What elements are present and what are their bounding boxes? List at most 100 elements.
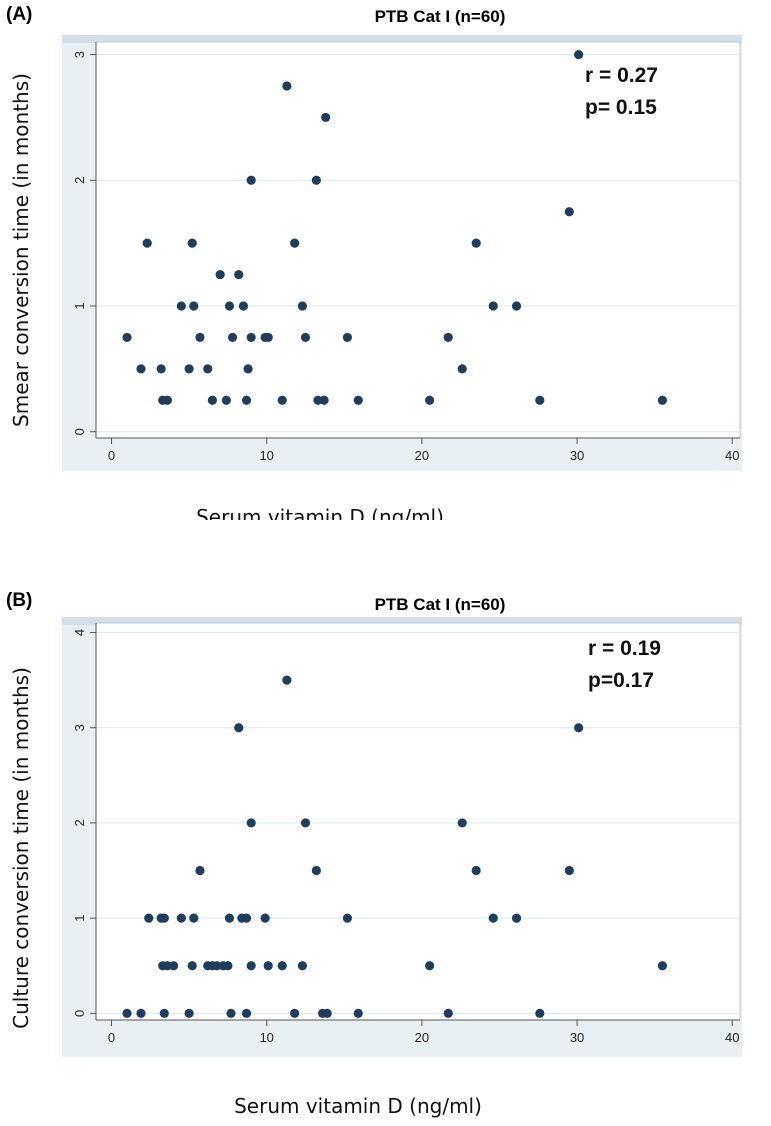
panel-a-label: (A) (6, 4, 33, 25)
panel-b-data-point (443, 1008, 453, 1018)
panel-a-data-point (290, 238, 300, 248)
panel-a-data-point (136, 364, 146, 374)
panel-a-data-point (246, 332, 256, 343)
panel-b-data-point (195, 865, 205, 876)
panel-b-data-point (260, 913, 270, 923)
panel-b-y-tick-label: 0 (72, 1010, 87, 1017)
panel-a-plot-area (95, 41, 741, 439)
panel-a-data-point (176, 301, 186, 311)
panel-b-data-point (241, 1008, 252, 1018)
panel-a-data-point (425, 395, 435, 405)
panel-a-data-point (207, 395, 217, 405)
panel-b-data-point (246, 961, 256, 971)
panel-a-data-point (282, 81, 292, 91)
panel-b-y-tick-label: 2 (72, 819, 87, 826)
panel-b-stat-annotation: r = 0.19 (588, 637, 661, 660)
panel-b-data-point (176, 913, 186, 923)
panel-a-title-band (62, 35, 742, 43)
panel-b-x-tick-label: 30 (570, 1030, 584, 1045)
panel-a-data-point (189, 301, 199, 311)
panel-a-chart-title: PTB Cat I (n=60) (375, 7, 506, 26)
panel-a-stat-annotation: p= 0.15 (585, 96, 657, 119)
panel-a-data-point (156, 364, 166, 374)
panel-b-x-tick-label: 40 (725, 1030, 739, 1045)
panel-a-x-axis-title: Serum vitamin D (ng/ml) (196, 505, 444, 520)
panel-b-data-point (574, 723, 584, 733)
panel-b-x-tick-label: 20 (415, 1030, 429, 1045)
panel-b-data-point (226, 1008, 236, 1018)
panel-a-data-point (187, 238, 197, 248)
panel-a-data-point (221, 395, 231, 405)
panel-a-data-point (311, 175, 321, 185)
panel-b-data-point (234, 723, 244, 733)
panel-b-data-point (246, 818, 256, 828)
panel-b-y-tick-label: 3 (72, 724, 87, 731)
panel-a-data-point (353, 395, 363, 405)
panel-b-data-point (300, 818, 311, 828)
panel-a-data-point (511, 301, 522, 311)
panel-a-data-point (184, 364, 194, 374)
panel-b-data-point (189, 913, 199, 923)
panel-b-data-point (223, 961, 233, 971)
panel-a-data-point (457, 364, 467, 374)
panel-b-title-band (62, 617, 742, 625)
panel-b-plot-area (95, 622, 741, 1021)
panel-a-data-point (243, 364, 253, 374)
panel-b-data-point (353, 1008, 363, 1018)
panel-a-y-tick-label: 3 (72, 51, 87, 58)
panel-a-x-tick-label: 20 (415, 448, 429, 463)
panel-b-data-point (511, 913, 522, 923)
panel-a-y-axis-title: Smear conversion time (in months) (9, 73, 33, 427)
panel-b-data-point (471, 865, 481, 876)
panel-b-data-point (122, 1008, 132, 1018)
panel-b-data-point (311, 865, 321, 876)
panel-a-data-point (241, 395, 252, 405)
panel-a-data-point (535, 395, 545, 405)
panel-a-data-point (238, 301, 249, 311)
panel-a-y-tick-label: 0 (72, 428, 87, 435)
panel-b-chart-title: PTB Cat I (n=60) (375, 595, 506, 614)
panel-b-data-point (564, 865, 574, 876)
panel-b-data-point (241, 913, 252, 923)
panel-a-data-point (297, 301, 307, 311)
panel-b-label: (B) (6, 590, 33, 611)
panel-a-data-point (300, 332, 311, 343)
panel-b-data-point (263, 961, 273, 971)
panel-a-data-point (203, 364, 213, 374)
panel-a-data-point (246, 175, 256, 185)
panel-b-x-tick-label: 0 (108, 1030, 115, 1045)
panel-a-data-point (321, 112, 331, 123)
panel-b-x-axis-title: Serum vitamin D (ng/ml) (234, 1094, 482, 1118)
panel-a-y-tick-label: 1 (72, 302, 87, 309)
panel-a-x-tick-label: 30 (570, 448, 584, 463)
panel-b-data-point (535, 1008, 545, 1018)
panel-b-data-point (184, 1008, 194, 1018)
panel-a-data-point (234, 269, 244, 280)
panel-b-data-point (144, 913, 154, 923)
panel-b-stat-annotation: p=0.17 (588, 669, 654, 692)
panel-b-data-point (457, 818, 467, 828)
panel-b-x-tick-label: 10 (259, 1030, 273, 1045)
panel-b-y-tick-label: 4 (72, 629, 87, 636)
panel-a-data-point (488, 301, 498, 311)
panel-a-data-point (142, 238, 152, 248)
panel-a-data-point (215, 269, 225, 280)
panel-a-data-point (263, 332, 273, 343)
panel-b-data-point (168, 961, 179, 971)
panel-b-data-point (297, 961, 307, 971)
panel-b-data-point (187, 961, 197, 971)
panel-b-data-point (159, 1008, 169, 1018)
panel-a-x-tick-label: 0 (108, 448, 115, 463)
panel-b-data-point (159, 913, 169, 923)
panel-a-data-point (319, 395, 329, 405)
panel-b-data-point (322, 1008, 332, 1018)
panel-a-data-point (443, 332, 453, 343)
panel-a-data-point (277, 395, 287, 405)
panel-a-data-point (162, 395, 172, 405)
panel-a-data-point (564, 207, 574, 217)
panel-b-data-point (290, 1008, 300, 1018)
panel-b-data-point (488, 913, 498, 923)
panel-b-data-point (657, 961, 668, 971)
panel-a-data-point (195, 332, 205, 343)
